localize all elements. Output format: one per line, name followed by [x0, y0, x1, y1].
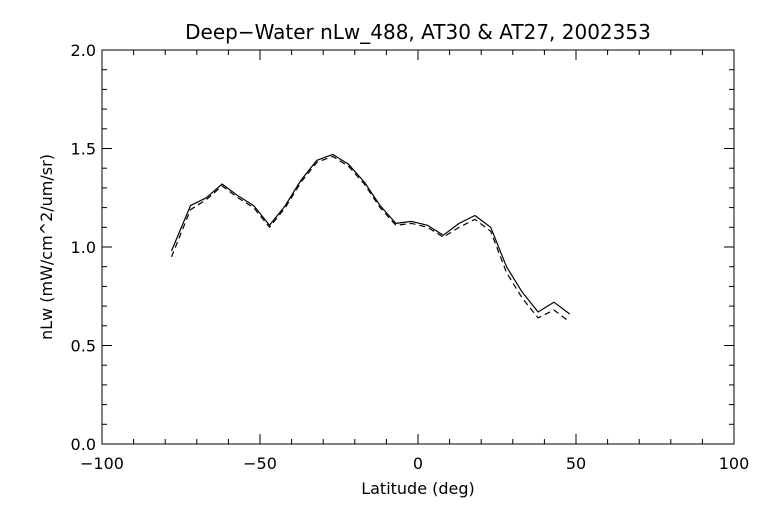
series-line-solid: [170, 153, 571, 315]
plot-frame: [101, 49, 735, 445]
y-tick-label: 0.5: [71, 337, 96, 356]
x-tick-label: 0: [413, 454, 423, 473]
y-tick-label: 0.0: [71, 435, 96, 454]
chart-title: Deep−Water nLw_488, AT30 & AT27, 2002353: [185, 20, 651, 44]
y-axis-label: nLw (mW/cm^2/um/sr): [37, 154, 56, 340]
x-tick-label: 100: [719, 454, 750, 473]
series-line-dashed: [170, 155, 571, 323]
x-axis-label: Latitude (deg): [361, 479, 475, 498]
series-layer: [170, 153, 571, 323]
y-tick-label: 1.5: [71, 140, 96, 159]
x-tick-label: −100: [80, 454, 124, 473]
x-tick-label: 50: [566, 454, 586, 473]
x-axis: −100 −50 0 50 100: [80, 50, 749, 473]
x-tick-label: −50: [243, 454, 277, 473]
y-tick-label: 2.0: [71, 41, 96, 60]
y-axis: 0.0 0.5 1.0 1.5 2.0: [71, 41, 734, 454]
y-tick-label: 1.0: [71, 238, 96, 257]
